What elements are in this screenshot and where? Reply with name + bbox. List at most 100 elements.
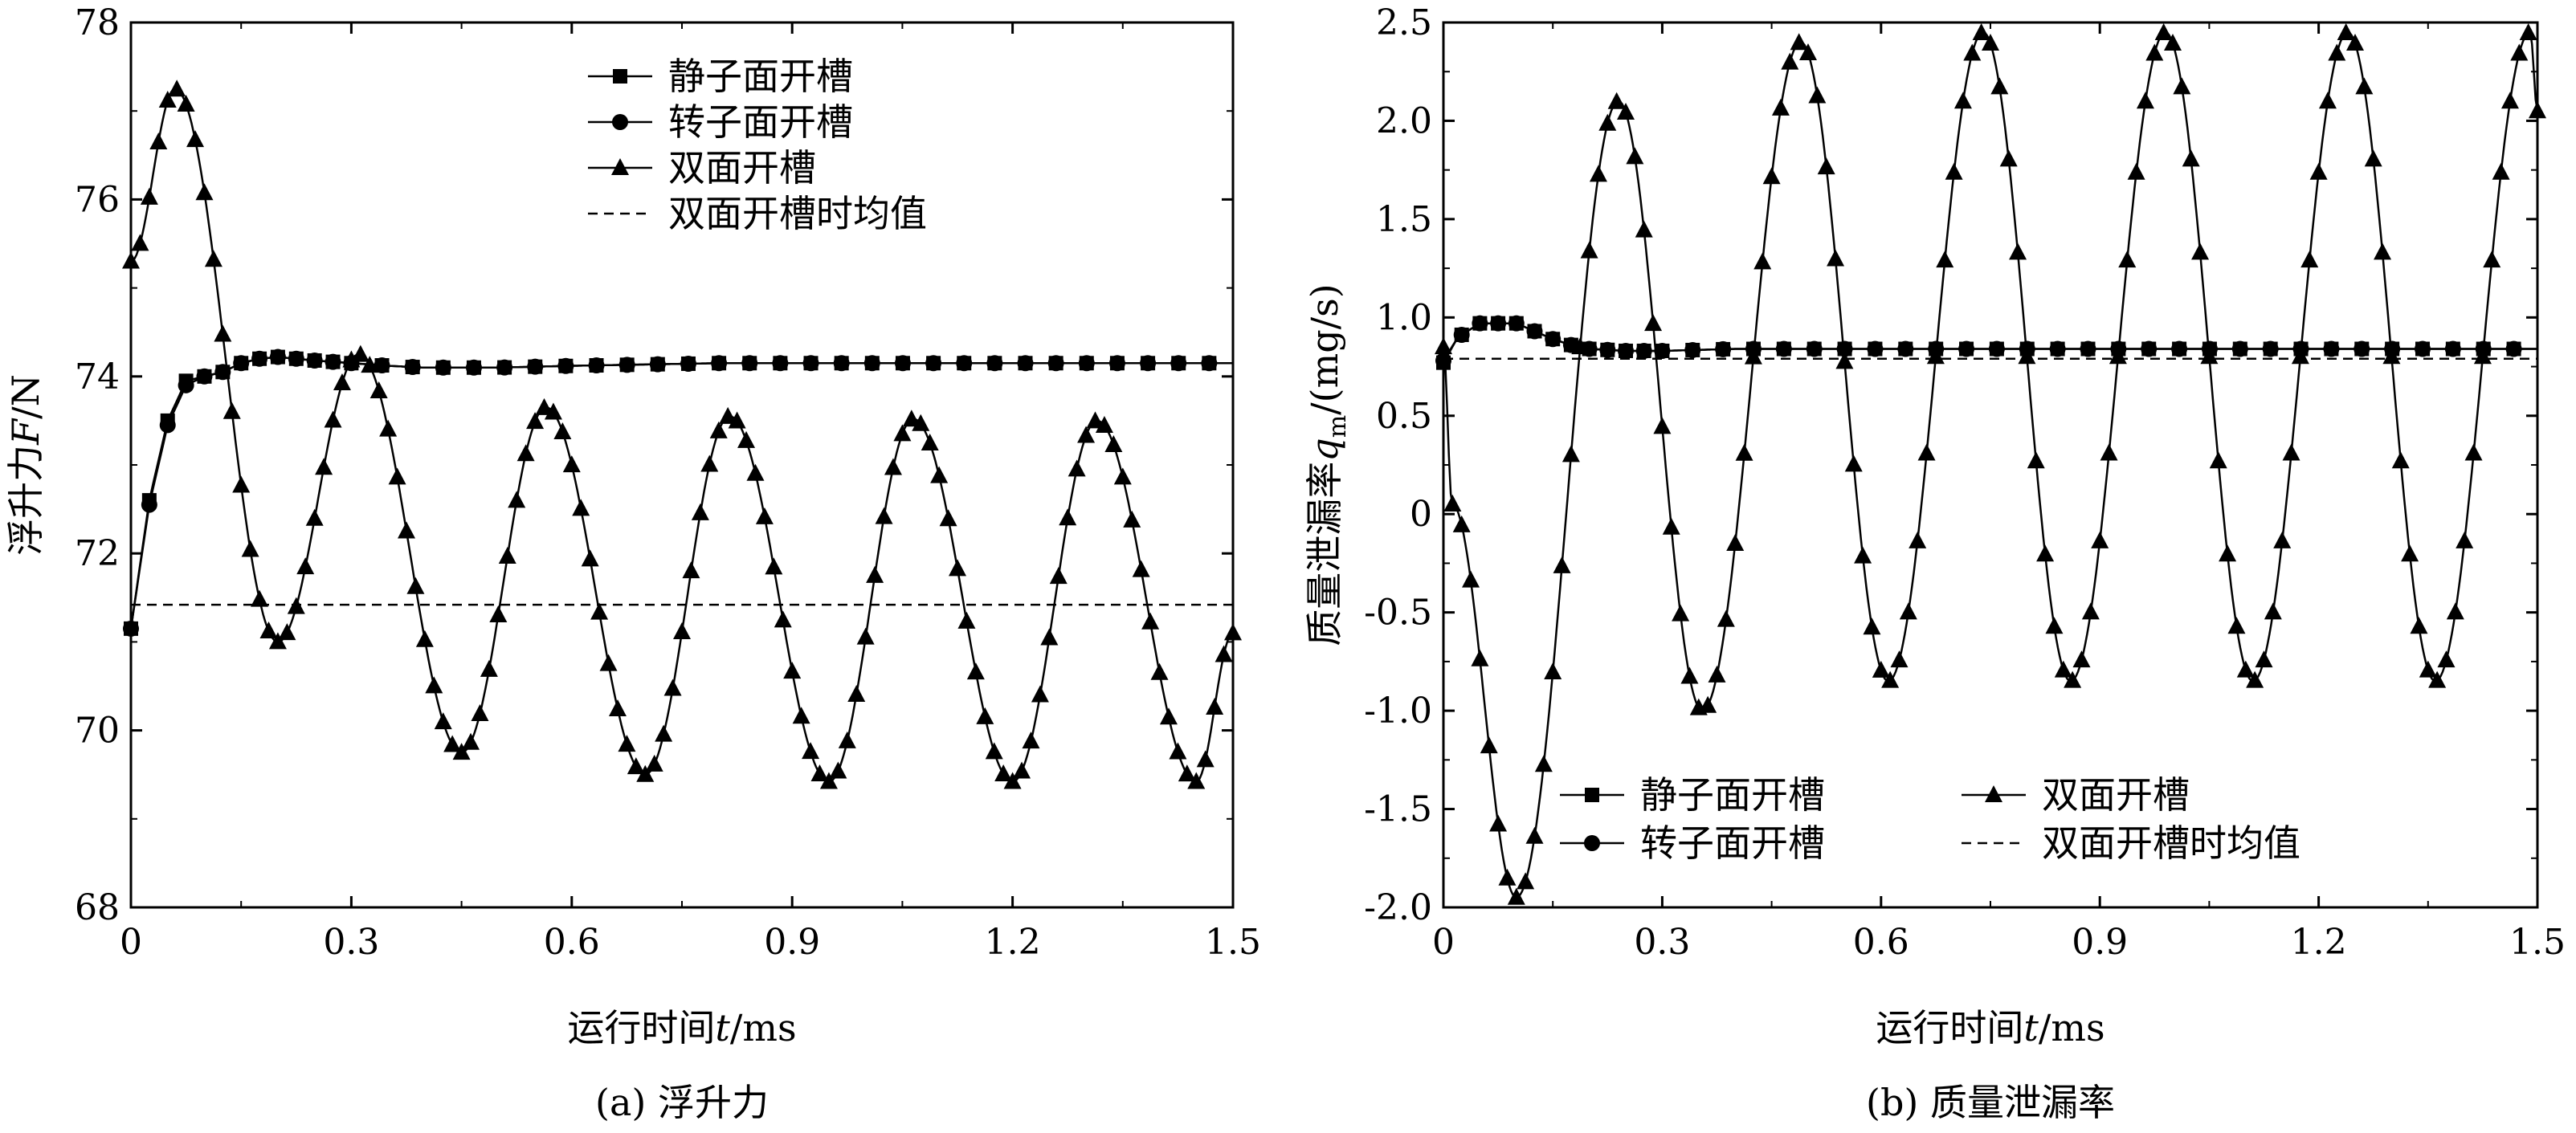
point-b-2: [1936, 251, 1954, 268]
point-a-1: [325, 353, 341, 370]
point-b-2: [1662, 517, 1680, 535]
point-a-2: [268, 632, 287, 650]
point-b-2: [2328, 43, 2346, 61]
point-a-1: [527, 358, 544, 375]
point-a-2: [562, 455, 581, 473]
point-b-2: [1817, 157, 1835, 175]
point-a-2: [1178, 764, 1196, 782]
point-b-1: [1654, 342, 1671, 359]
point-a-2: [480, 659, 498, 677]
point-a-2: [168, 79, 186, 97]
point-a-2: [1049, 567, 1068, 585]
point-b-1: [2262, 340, 2279, 357]
point-a-1: [123, 620, 139, 637]
point-a-2: [949, 559, 966, 577]
y-tick-label-b: 1.0: [1376, 297, 1432, 338]
point-b-2: [2318, 92, 2337, 109]
point-a-2: [774, 610, 792, 628]
x-tick-label-b: 0.9: [2072, 922, 2128, 963]
legend-label-b-0: 静子面开槽: [1640, 773, 1825, 817]
point-b-1: [1526, 323, 1543, 340]
point-a-2: [994, 764, 1013, 782]
point-b-2: [2374, 242, 2392, 260]
point-a-2: [425, 676, 443, 694]
point-b-2: [1435, 337, 1452, 355]
point-a-2: [1132, 560, 1150, 577]
point-b-2: [1762, 167, 1781, 185]
point-a-2: [214, 324, 232, 342]
point-a-2: [645, 754, 663, 772]
series-a-1: [123, 348, 1233, 637]
point-a-2: [966, 662, 985, 680]
point-a-1: [496, 359, 513, 376]
point-b-2: [2209, 451, 2227, 469]
point-a-1: [306, 352, 323, 369]
point-b-2: [2072, 650, 2091, 668]
series-b-1: [1435, 315, 2537, 369]
point-b-2: [1744, 347, 1762, 365]
point-a-1: [557, 357, 574, 374]
point-a-2: [1104, 435, 1123, 453]
point-b-1: [1472, 315, 1488, 332]
point-b-2: [1672, 604, 1690, 622]
point-a-1: [649, 356, 666, 373]
point-a-1: [833, 355, 850, 372]
point-a-1: [374, 357, 390, 374]
point-a-2: [792, 707, 810, 724]
point-a-2: [1031, 685, 1049, 703]
point-a-2: [1113, 467, 1132, 485]
point-a-1: [288, 350, 304, 367]
point-a-2: [1196, 750, 1215, 768]
point-b-2: [2473, 347, 2492, 365]
point-a-1: [251, 350, 268, 367]
point-b-2: [1571, 337, 1590, 355]
point-b-2: [1717, 609, 1735, 627]
point-b-1: [1490, 315, 1507, 332]
legend-marker-a-1: [612, 114, 628, 130]
point-b-2: [1963, 43, 1982, 61]
point-a-2: [508, 491, 526, 508]
legend-label-b-3: 双面开槽时均值: [2042, 821, 2300, 865]
point-b-2: [2255, 650, 2273, 668]
point-b-2: [1452, 515, 1471, 532]
point-b-2: [2164, 34, 2182, 51]
point-a-2: [783, 662, 802, 679]
point-b-2: [1854, 546, 1872, 564]
point-b-2: [2355, 77, 2374, 95]
point-a-2: [884, 458, 902, 475]
y-tick-label-a: 70: [75, 711, 120, 752]
point-b-1: [1867, 340, 1884, 357]
point-b-2: [2227, 617, 2246, 634]
point-a-2: [434, 712, 452, 730]
point-b-2: [1589, 165, 1607, 182]
point-b-2: [1972, 22, 1990, 40]
series-a-0: [124, 349, 1233, 636]
point-a-2: [296, 557, 315, 575]
point-a-1: [404, 359, 421, 376]
point-a-1: [1108, 355, 1125, 372]
point-a-2: [856, 627, 875, 645]
legend-marker-a-0: [613, 69, 627, 84]
legend-entry-b-1: 转子面开槽: [1560, 821, 1825, 865]
point-b-1: [1618, 342, 1634, 359]
point-a-2: [177, 94, 195, 112]
point-a-2: [691, 503, 709, 520]
point-b-2: [2246, 670, 2264, 688]
x-tick-label-b: 0.6: [1853, 922, 1909, 963]
point-a-2: [333, 373, 351, 390]
point-b-2: [1708, 665, 1726, 683]
point-b-2: [2464, 443, 2483, 461]
point-a-2: [241, 540, 259, 557]
legend-marker-b-2: [1985, 785, 2002, 802]
x-axis-label-a: 运行时间t/ms: [567, 1006, 796, 1049]
x-axis-label-b: 运行时间t/ms: [1876, 1006, 2104, 1049]
point-b-1: [2171, 340, 2188, 357]
point-b-1: [2080, 340, 2096, 357]
y-tick-label-a: 78: [75, 2, 120, 43]
point-b-1: [1545, 331, 1562, 348]
y-tick-label-b: 2.5: [1376, 2, 1432, 43]
x-tick-label-a: 0.6: [544, 922, 600, 963]
point-a-2: [728, 411, 746, 429]
point-b-2: [1471, 649, 1489, 666]
